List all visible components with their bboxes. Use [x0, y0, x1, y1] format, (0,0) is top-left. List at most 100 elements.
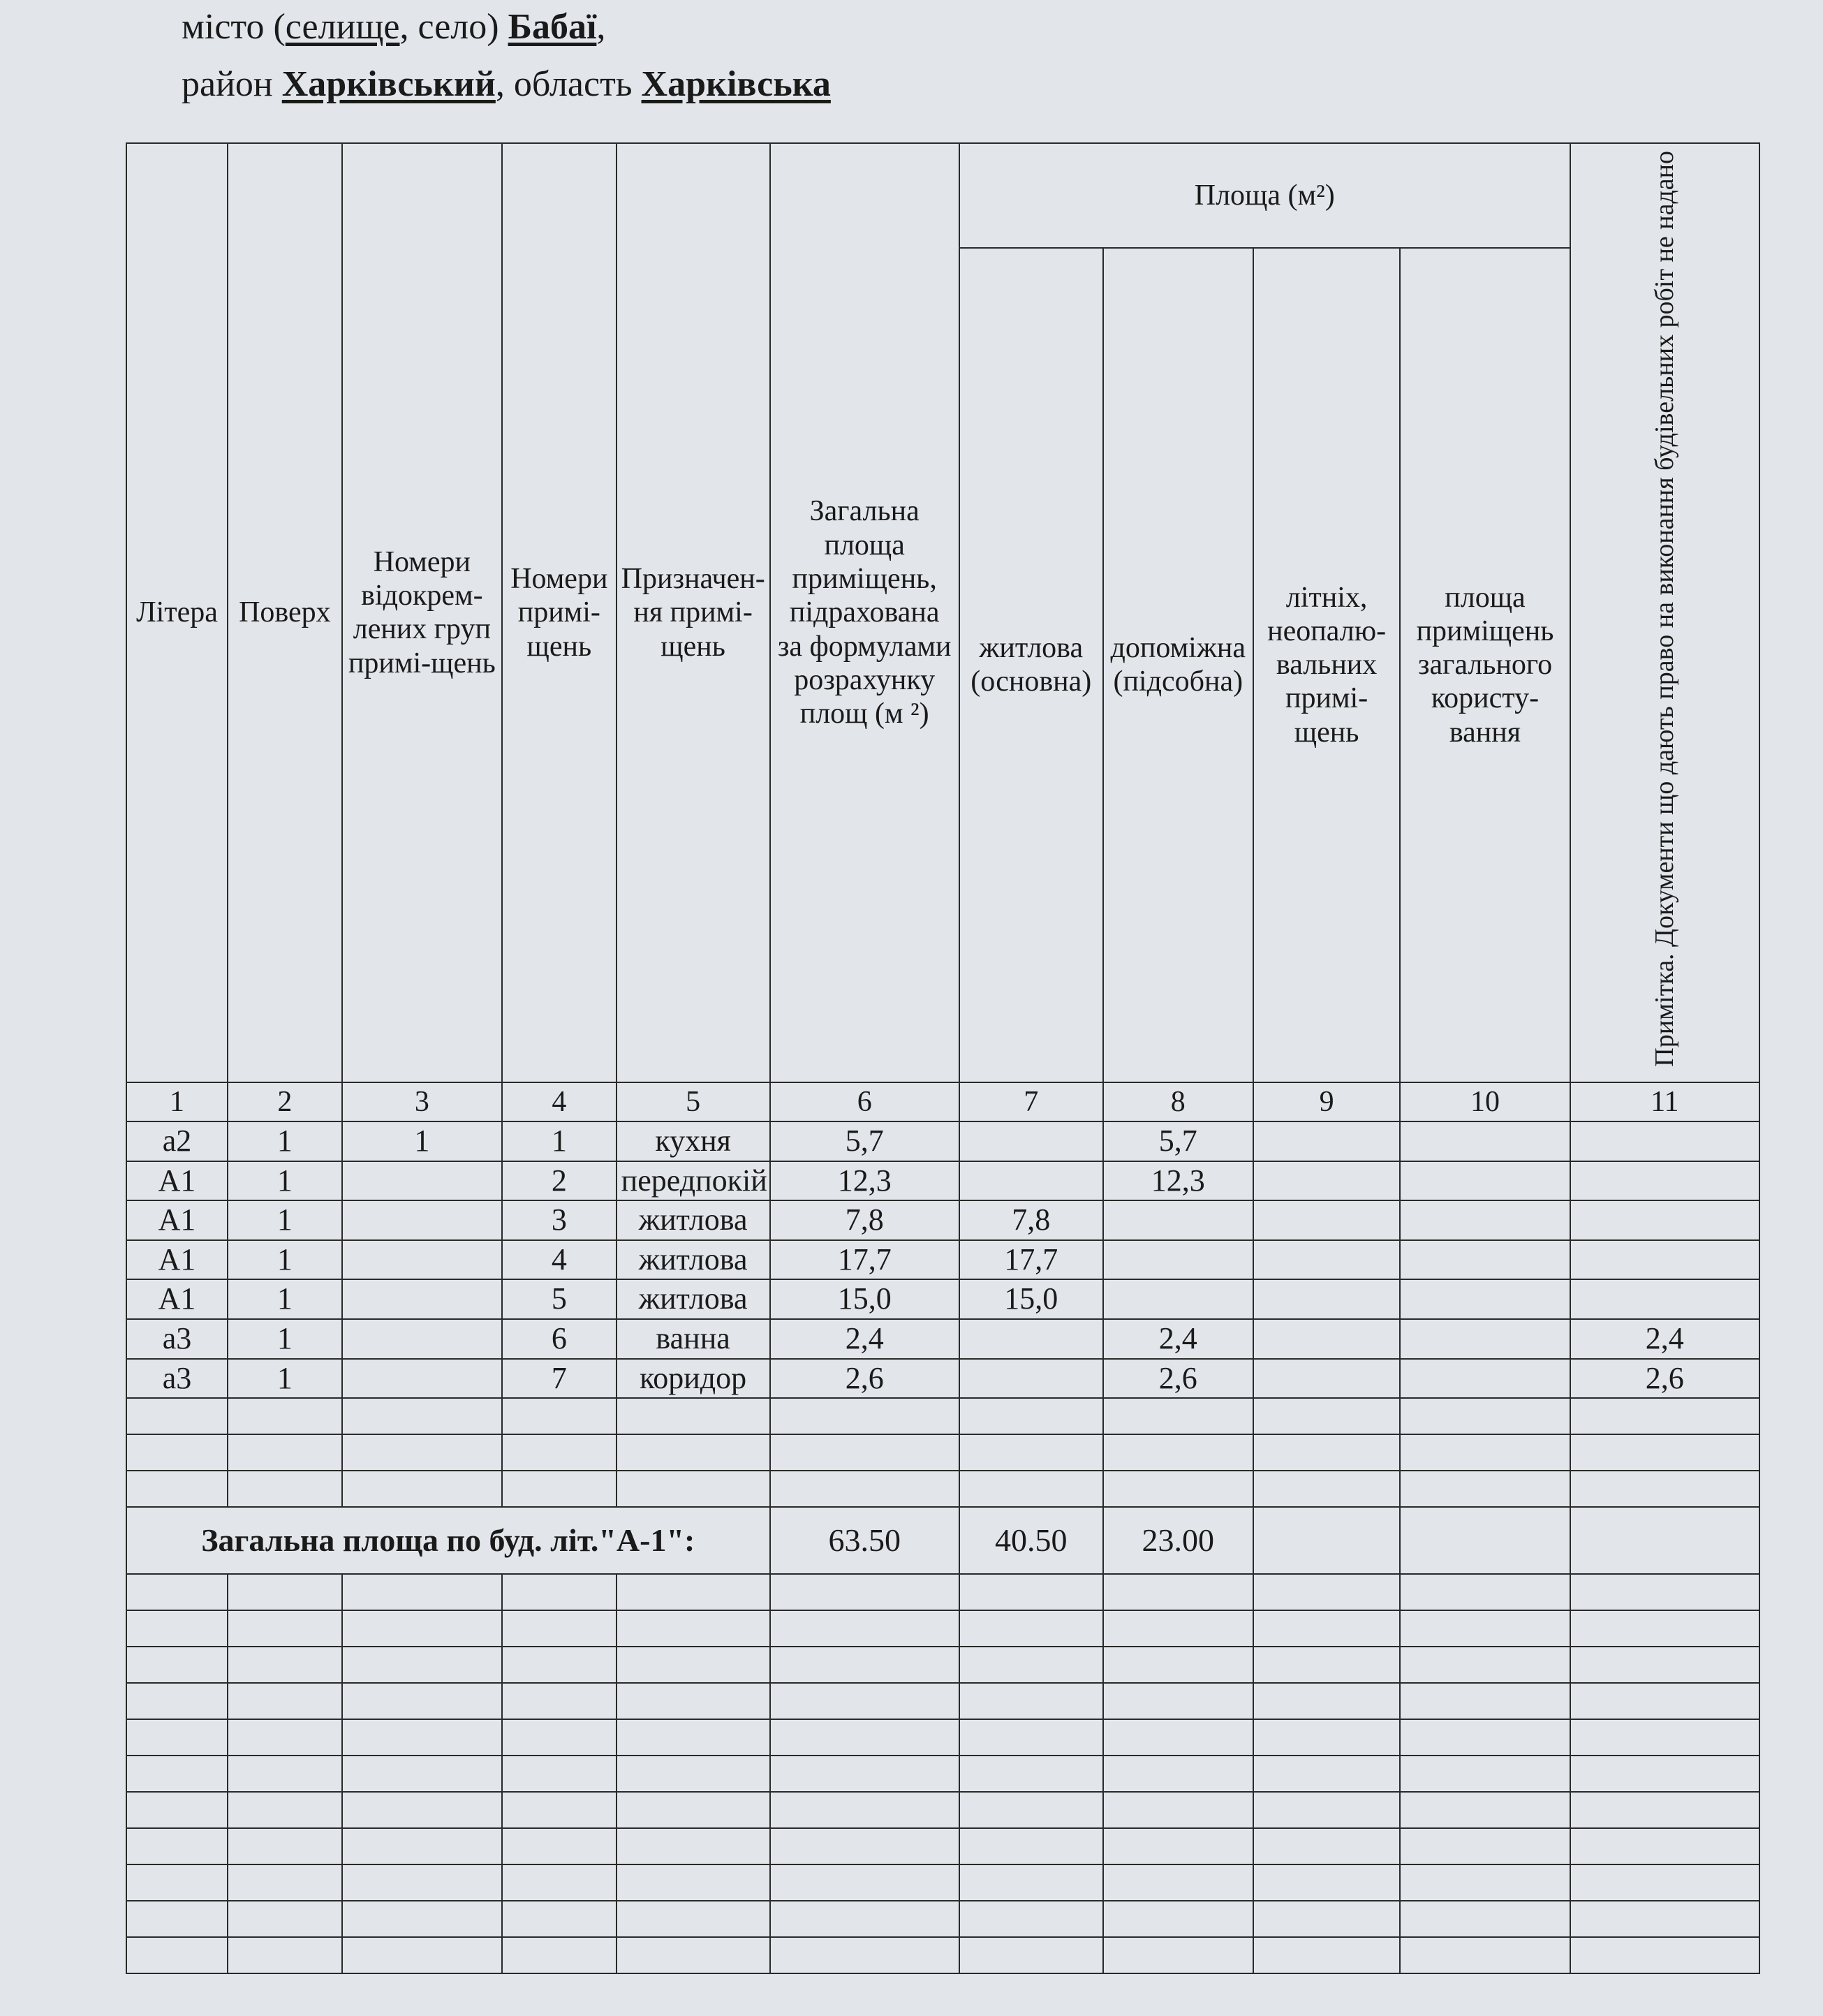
table-cell — [770, 1647, 959, 1683]
table-cell — [770, 1398, 959, 1434]
empty-row — [126, 1434, 1759, 1471]
table-cell — [1570, 1937, 1759, 1973]
table-cell — [1253, 1161, 1401, 1201]
table-cell — [1570, 1507, 1759, 1574]
table-cell — [959, 1937, 1103, 1973]
table-cell — [1103, 1200, 1253, 1240]
table-cell: 23.00 — [1103, 1507, 1253, 1574]
table-cell — [617, 1471, 770, 1507]
table-cell — [959, 1319, 1103, 1359]
table-cell — [342, 1359, 502, 1399]
table-cell — [342, 1398, 502, 1434]
table-cell: А1 — [126, 1279, 228, 1319]
table-cell: 6 — [502, 1319, 617, 1359]
table-cell — [770, 1937, 959, 1973]
table-cell — [1253, 1719, 1401, 1756]
table-cell: 1 — [342, 1121, 502, 1161]
table-cell: 10 — [1400, 1082, 1570, 1121]
table-cell: 1 — [228, 1161, 342, 1201]
table-cell — [126, 1901, 228, 1937]
table-cell — [342, 1240, 502, 1280]
table-cell — [126, 1434, 228, 1471]
table-cell: А1 — [126, 1200, 228, 1240]
table-cell — [126, 1683, 228, 1719]
table-cell — [342, 1864, 502, 1901]
table-cell — [959, 1471, 1103, 1507]
table-cell — [617, 1901, 770, 1937]
table-cell — [1253, 1279, 1401, 1319]
table-cell — [342, 1719, 502, 1756]
table-cell — [1400, 1279, 1570, 1319]
table-cell — [959, 1647, 1103, 1683]
table-cell — [342, 1200, 502, 1240]
region-name: Харківська — [642, 64, 831, 104]
document-page: місто (селище, село) Бабаї, район Харків… — [0, 0, 1823, 2016]
address-line-1: місто (селище, село) Бабаї, — [182, 0, 1823, 54]
table-cell — [126, 1937, 228, 1973]
col-header-room-no: Номери примі-щень — [502, 143, 617, 1082]
table-cell — [770, 1828, 959, 1864]
table-row: А112передпокій12,312,3 — [126, 1161, 1759, 1201]
empty-row — [126, 1683, 1759, 1719]
table-cell — [342, 1828, 502, 1864]
table-cell: 1 — [502, 1121, 617, 1161]
table-cell — [1570, 1647, 1759, 1683]
table-cell: 4 — [502, 1240, 617, 1280]
table-cell — [1253, 1471, 1401, 1507]
table-cell — [126, 1792, 228, 1828]
table-cell — [1400, 1398, 1570, 1434]
table-row: а316ванна2,42,42,4 — [126, 1319, 1759, 1359]
table-cell — [126, 1828, 228, 1864]
col-header-note: Примітка. Документи що дають право на ви… — [1570, 143, 1759, 1082]
table-cell — [1400, 1471, 1570, 1507]
table-cell — [1253, 1937, 1401, 1973]
address-header: місто (селище, село) Бабаї, район Харків… — [0, 0, 1823, 142]
totals-row: Загальна площа по буд. літ."А-1":63.5040… — [126, 1507, 1759, 1574]
col-header-area-group: Площа (м²) — [959, 143, 1570, 248]
table-cell: 1 — [126, 1082, 228, 1121]
table-cell — [1103, 1574, 1253, 1610]
table-cell — [228, 1901, 342, 1937]
table-cell — [770, 1574, 959, 1610]
table-cell — [1103, 1719, 1253, 1756]
table-cell — [342, 1756, 502, 1792]
col-header-living: житлова (основна) — [959, 248, 1103, 1082]
table-cell — [342, 1161, 502, 1201]
table-cell — [959, 1398, 1103, 1434]
col-header-litera: Літера — [126, 143, 228, 1082]
table-cell: а3 — [126, 1359, 228, 1399]
table-cell: 1 — [228, 1319, 342, 1359]
table-cell — [1103, 1901, 1253, 1937]
table-cell — [770, 1901, 959, 1937]
table-cell: 15,0 — [959, 1279, 1103, 1319]
table-cell: коридор — [617, 1359, 770, 1399]
table-cell: 2,4 — [1570, 1319, 1759, 1359]
line2-mid: , область — [496, 64, 642, 104]
table-cell — [1103, 1398, 1253, 1434]
table-cell — [1400, 1161, 1570, 1201]
table-cell — [770, 1719, 959, 1756]
table-cell — [617, 1434, 770, 1471]
table-cell: 7,8 — [770, 1200, 959, 1240]
table-cell: 12,3 — [1103, 1161, 1253, 1201]
table-cell — [770, 1864, 959, 1901]
table-cell: 63.50 — [770, 1507, 959, 1574]
empty-row — [126, 1901, 1759, 1937]
table-cell — [126, 1574, 228, 1610]
table-cell — [1253, 1507, 1401, 1574]
table-cell — [770, 1756, 959, 1792]
table-cell — [1570, 1161, 1759, 1201]
table-cell — [1253, 1434, 1401, 1471]
table-cell — [617, 1828, 770, 1864]
table-cell — [1103, 1647, 1253, 1683]
table-cell — [228, 1647, 342, 1683]
locality-name: Бабаї — [508, 7, 597, 47]
table-cell — [959, 1359, 1103, 1399]
empty-row — [126, 1937, 1759, 1973]
table-cell — [1253, 1359, 1401, 1399]
table-cell — [1103, 1434, 1253, 1471]
col-header-aux: допоміжна (підсобна) — [1103, 248, 1253, 1082]
table-body: 1234567891011а2111кухня5,75,7А112передпо… — [126, 1082, 1759, 1973]
table-cell: 2,4 — [770, 1319, 959, 1359]
table-cell: А1 — [126, 1161, 228, 1201]
